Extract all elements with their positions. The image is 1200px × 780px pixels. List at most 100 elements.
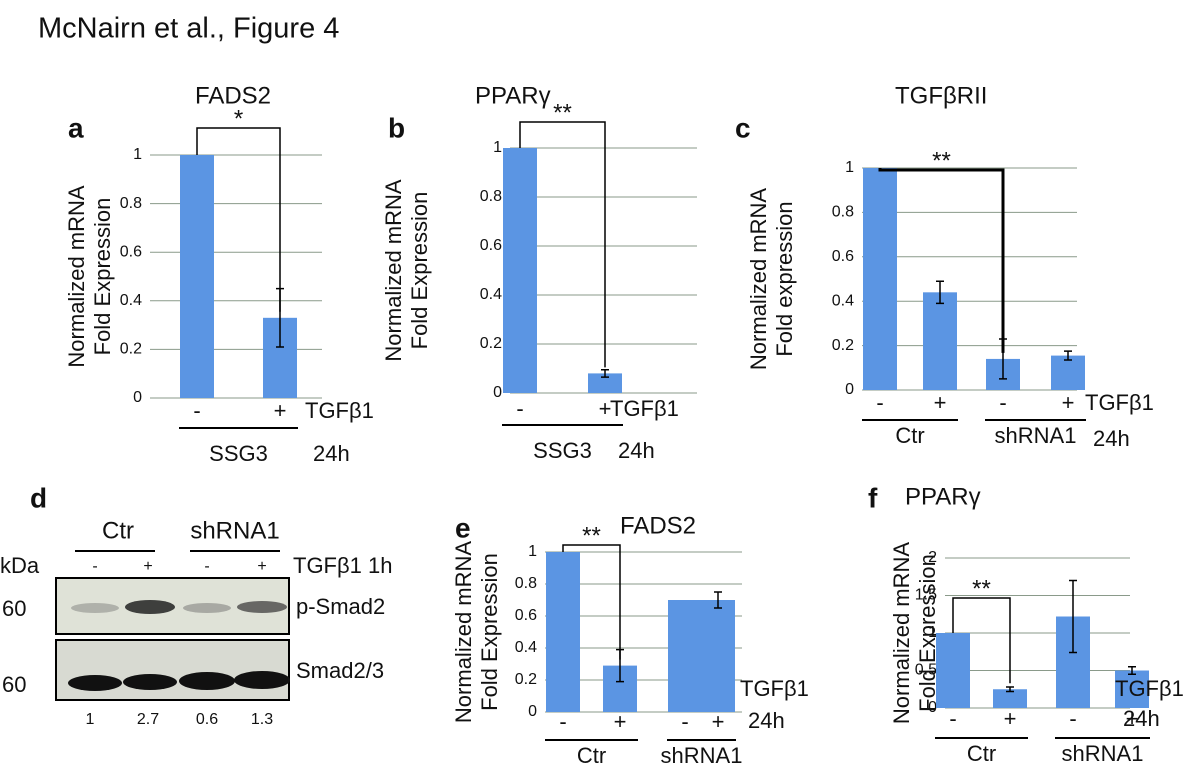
bar [180, 155, 214, 398]
y-axis-label: Normalized mRNA [451, 541, 476, 723]
bar [701, 600, 735, 712]
y-tick-label: 0 [493, 384, 502, 401]
group-label: shRNA1 [190, 517, 279, 544]
group-label: Ctr [577, 743, 606, 768]
figure-title: McNairn et al., Figure 4 [38, 13, 339, 45]
lane-label: + [143, 558, 152, 575]
y-tick-label: 1 [493, 139, 502, 156]
x-tick-label: - [681, 709, 688, 734]
marker-label: 60 [2, 596, 26, 621]
treatment-label: TGFβ1 [610, 396, 679, 421]
chart-title: FADS2 [620, 512, 696, 539]
group-label: SSG3 [209, 441, 268, 466]
y-axis-label: Normalized mRNA [64, 185, 89, 367]
blot-panel: d Ctr shRNA1 kDa - + - + TGFβ1 1h 60 60 … [0, 482, 392, 728]
group-label: shRNA1 [995, 423, 1077, 448]
significance-label: * [234, 105, 243, 132]
error-bar [714, 591, 722, 609]
bar [546, 552, 580, 712]
panel-label: d [30, 482, 47, 513]
treatment-label: 24h [1093, 426, 1130, 451]
panel-label: a [68, 112, 84, 143]
x-tick-label: - [516, 396, 523, 421]
x-tick-label: - [559, 709, 566, 734]
y-tick-label: 0.8 [832, 204, 854, 221]
band [125, 600, 175, 614]
x-tick-label: - [876, 390, 883, 415]
treatment-label: TGFβ1 1h [293, 553, 392, 578]
y-tick-label: 0.2 [120, 341, 142, 358]
y-tick-label: 2 [928, 549, 937, 566]
treatment-label: 24h [748, 708, 785, 733]
quantification: 0.6 [196, 711, 218, 728]
x-tick-label: + [934, 390, 947, 415]
y-axis-label: Fold Expression [915, 554, 940, 712]
y-axis-label: Normalized mRNA [381, 179, 406, 361]
treatment-label: TGFβ1 [740, 676, 809, 701]
panel-label: e [455, 512, 471, 543]
lane-label: - [204, 558, 209, 575]
x-tick-label: + [1126, 706, 1139, 731]
chart-title: FADS2 [195, 82, 271, 109]
y-tick-label: 0.6 [515, 607, 537, 624]
error-bar [1069, 579, 1077, 654]
y-tick-label: 1 [528, 543, 537, 560]
y-tick-label: 1 [133, 146, 142, 163]
x-tick-label: + [274, 398, 287, 423]
y-tick-label: 1.5 [915, 587, 937, 604]
quantification: 2.7 [137, 711, 159, 728]
treatment-label: TGFβ1 [305, 398, 374, 423]
treatment-label: 24h [313, 441, 350, 466]
chart-title: PPARγ [475, 82, 551, 109]
y-tick-label: 0.2 [832, 337, 854, 354]
y-tick-label: 1 [928, 624, 937, 641]
y-tick-label: 0.4 [480, 286, 502, 303]
y-tick-label: 0.4 [832, 292, 854, 309]
error-bar [1128, 666, 1136, 675]
treatment-label: 24h [1123, 706, 1160, 731]
unit-label: kDa [0, 553, 40, 578]
y-tick-label: 0.8 [120, 195, 142, 212]
chart-title: PPARγ [905, 483, 981, 510]
panel-label: c [735, 112, 751, 143]
y-tick-label: 0.6 [120, 243, 142, 260]
y-axis-label: Fold Expression [90, 198, 115, 356]
y-tick-label: 0.4 [515, 639, 537, 656]
band [123, 674, 177, 690]
y-tick-label: 0.6 [832, 248, 854, 265]
treatment-label: 24h [618, 438, 655, 463]
bar [923, 292, 957, 390]
lane-label: + [257, 558, 266, 575]
y-tick-label: 0.5 [915, 662, 937, 679]
group-label: Ctr [967, 741, 996, 766]
bar [936, 633, 970, 708]
y-tick-label: 0 [528, 703, 537, 720]
bar [668, 600, 702, 712]
quantification: 1.3 [251, 711, 273, 728]
chart-title: TGFβRII [895, 82, 987, 109]
marker-label: 60 [2, 672, 26, 697]
error-bar [936, 280, 944, 305]
y-tick-label: 0.6 [480, 237, 502, 254]
significance-label: ** [932, 147, 951, 174]
x-tick-label: - [1069, 706, 1076, 731]
error-bar [1006, 686, 1014, 693]
y-tick-label: 0.2 [515, 671, 537, 688]
y-tick-label: 1 [845, 159, 854, 176]
significance-label: ** [972, 575, 991, 602]
significance-label: ** [553, 99, 572, 126]
lane-label: - [92, 558, 97, 575]
x-tick-label: + [599, 396, 612, 421]
band [234, 671, 290, 689]
group-label: SSG3 [533, 438, 592, 463]
band [183, 603, 231, 613]
y-axis-label: Fold expression [772, 201, 797, 356]
significance-bracket [562, 544, 621, 660]
band [237, 601, 287, 613]
y-axis-label: Normalized mRNA [889, 542, 914, 724]
bar [588, 373, 622, 393]
row-label: Smad2/3 [296, 658, 384, 683]
significance-bracket [952, 597, 1011, 684]
panel-label: b [388, 112, 405, 143]
band [68, 675, 122, 691]
